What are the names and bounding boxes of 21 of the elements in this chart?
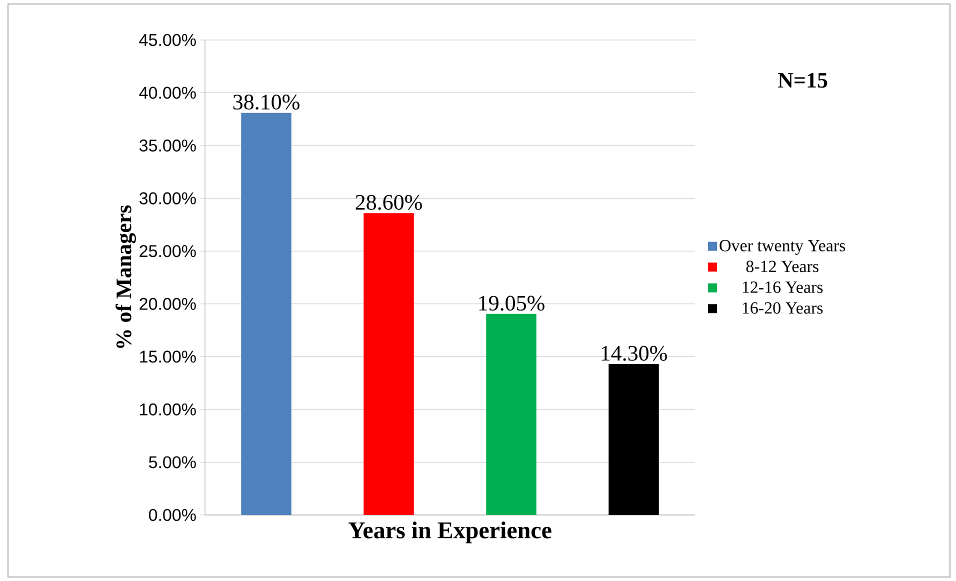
data-label: 28.60% bbox=[356, 194, 422, 210]
x-axis-title: Years in Experience bbox=[348, 522, 552, 544]
y-tick-label: 45.00% bbox=[139, 34, 196, 46]
legend-label: 12-16 Years bbox=[742, 281, 823, 293]
y-tick-label: 35.00% bbox=[139, 140, 196, 152]
y-tick-label: 30.00% bbox=[139, 192, 196, 204]
y-tick-label: 0.00% bbox=[148, 508, 196, 522]
y-tick-label: 25.00% bbox=[140, 245, 196, 258]
y-tick-label: 5.00% bbox=[148, 456, 196, 468]
legend-label: 16-20 Years bbox=[742, 302, 823, 314]
legend-label: 8-12 Years bbox=[746, 260, 818, 272]
text: N=15 bbox=[778, 73, 828, 88]
data-label: 19.05% bbox=[479, 296, 544, 311]
y-tick-label: 20.00% bbox=[140, 298, 196, 310]
y-tick-label: 15.00% bbox=[140, 350, 196, 363]
y-tick-label: 10.00% bbox=[140, 403, 196, 416]
legend-label: Over twenty Years bbox=[720, 240, 846, 255]
y-tick-label: 40.00% bbox=[139, 86, 196, 99]
data-label: 14.30% bbox=[602, 346, 667, 361]
y-axis-title: % of Managers bbox=[116, 205, 136, 348]
data-label: 38.10% bbox=[233, 94, 300, 110]
